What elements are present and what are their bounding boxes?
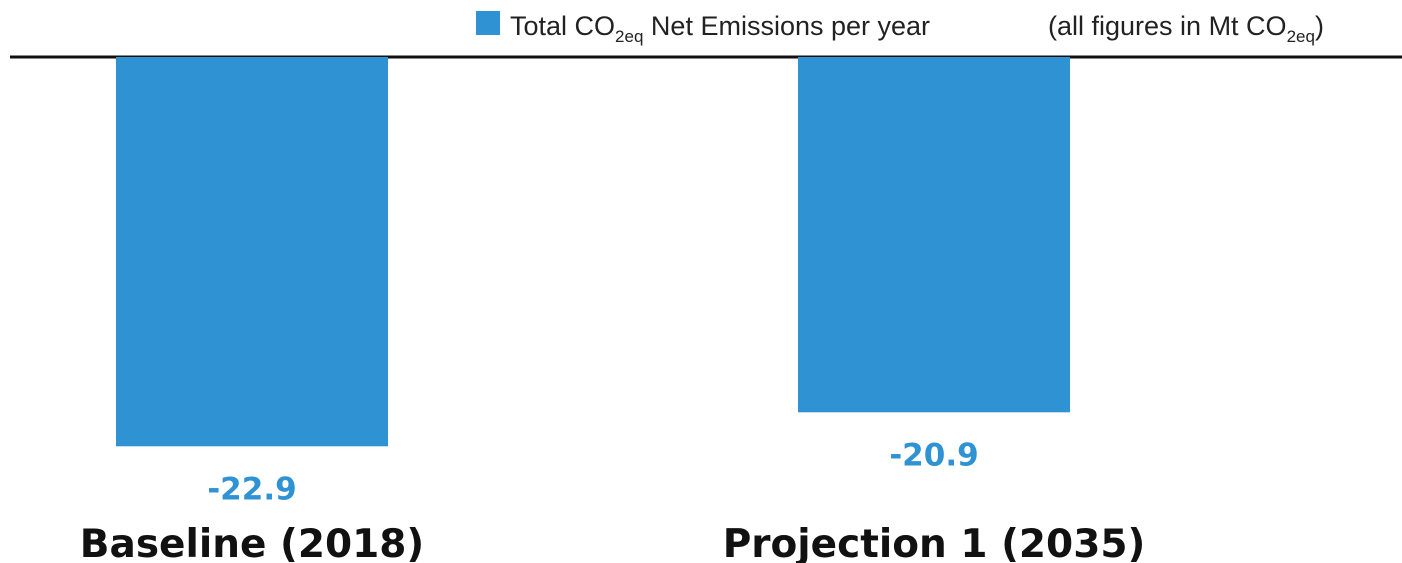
- bar-1: [116, 57, 388, 447]
- value-label-2: -20.9: [889, 437, 978, 473]
- category-label-2: Projection 1 (2035): [723, 522, 1146, 563]
- legend: Total CO2eq Net Emissions per year (all …: [476, 11, 1324, 46]
- legend-series-part-2: Net Emissions per year: [643, 11, 930, 41]
- bars-group: [116, 57, 1070, 447]
- category-label-1: Baseline (2018): [80, 522, 424, 563]
- value-labels-group: -22.9 -20.9: [207, 437, 978, 507]
- units-note-part-1: (all figures in Mt CO: [1048, 11, 1287, 41]
- legend-series-subscript: 2eq: [615, 27, 643, 46]
- legend-units-note: (all figures in Mt CO2eq): [1048, 11, 1324, 46]
- legend-swatch: [476, 11, 500, 35]
- bar-2: [798, 57, 1070, 413]
- units-note-subscript: 2eq: [1287, 27, 1315, 46]
- legend-series-part-1: Total CO: [510, 11, 615, 41]
- category-labels-group: Baseline (2018) Projection 1 (2035): [80, 522, 1146, 563]
- legend-series-label: Total CO2eq Net Emissions per year: [510, 11, 930, 46]
- value-label-1: -22.9: [207, 471, 296, 507]
- units-note-part-2: ): [1315, 11, 1324, 41]
